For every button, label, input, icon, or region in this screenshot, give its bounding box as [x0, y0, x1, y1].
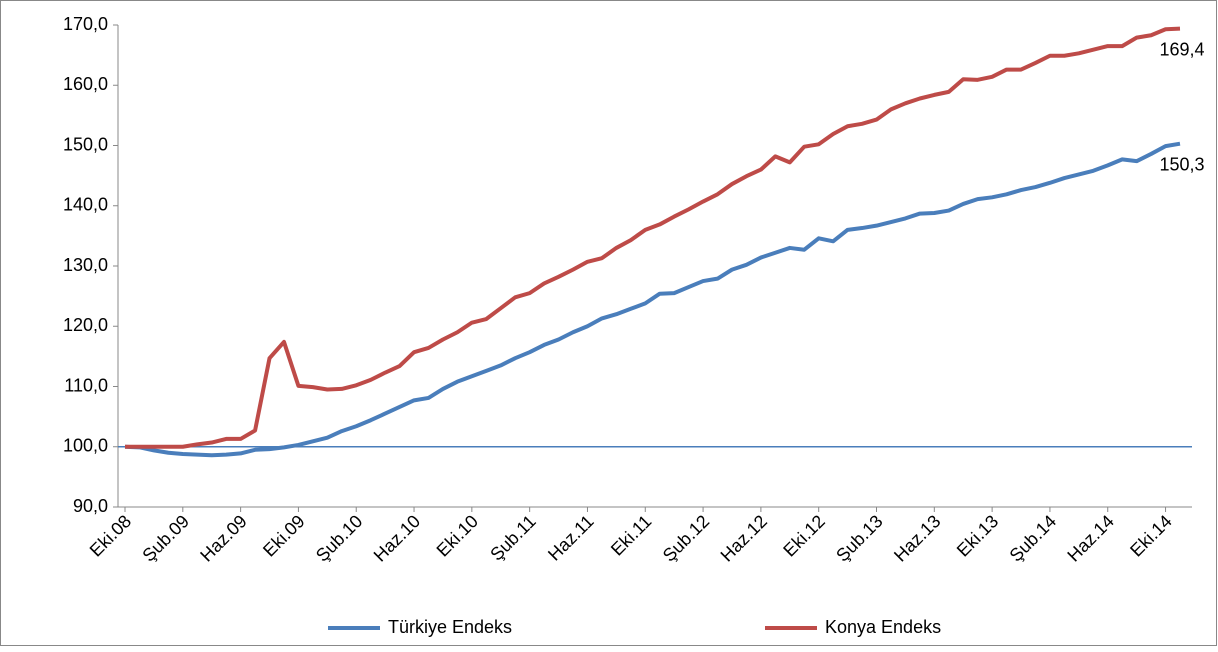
y-tick-label: 140,0 — [63, 195, 108, 215]
y-tick-label: 160,0 — [63, 74, 108, 94]
y-tick-label: 110,0 — [64, 375, 108, 395]
data-label: 169,4 — [1159, 39, 1204, 59]
y-tick-label: 100,0 — [63, 436, 108, 456]
legend-label: Konya Endeks — [825, 617, 941, 637]
y-tick-label: 90,0 — [73, 496, 108, 516]
series-line — [124, 141, 1181, 458]
data-label: 150,3 — [1159, 154, 1204, 174]
y-tick-label: 150,0 — [63, 134, 108, 154]
series-line — [125, 26, 1181, 449]
y-tick-label: 170,0 — [63, 14, 108, 34]
y-tick-label: 130,0 — [63, 255, 108, 275]
legend-label: Türkiye Endeks — [388, 617, 512, 637]
y-tick-label: 120,0 — [63, 315, 108, 335]
